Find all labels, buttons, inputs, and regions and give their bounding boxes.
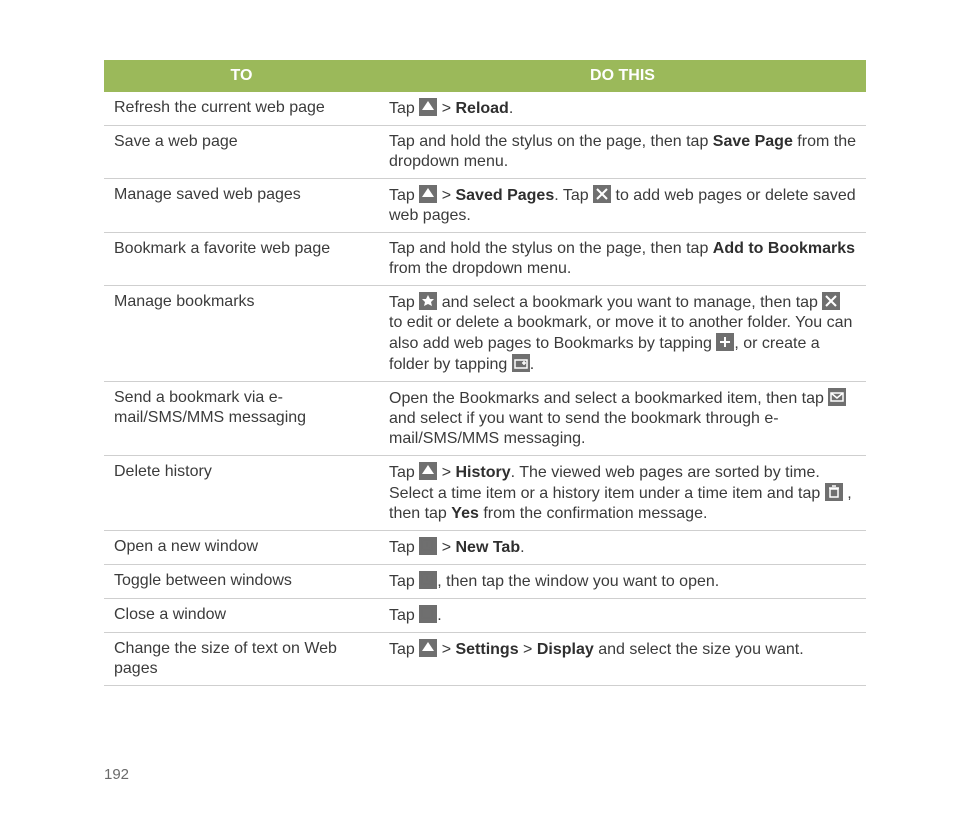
to-cell: Toggle between windows (104, 565, 379, 599)
menu-icon (419, 185, 437, 203)
options-icon (593, 185, 611, 203)
page-number: 192 (104, 766, 129, 783)
table-row: Send a bookmark via e-mail/SMS/MMS messa… (104, 382, 866, 456)
tabs-icon: 1 (419, 571, 437, 589)
manual-page: TO DO THIS Refresh the current web page … (0, 0, 954, 823)
to-cell: Manage bookmarks (104, 286, 379, 382)
to-cell: Bookmark a favorite web page (104, 233, 379, 286)
do-this-cell: Tap 1, then tap the window you want to o… (379, 565, 866, 599)
do-this-cell: Tap and select a bookmark you want to ma… (379, 286, 866, 382)
menu-icon (419, 462, 437, 480)
add-icon (716, 333, 734, 351)
col-header-to: TO (104, 60, 379, 92)
svg-text:1: 1 (425, 575, 430, 584)
menu-icon (419, 639, 437, 657)
to-cell: Close a window (104, 599, 379, 633)
table-row: Open a new window Tap 1 > New Tab. (104, 531, 866, 565)
to-cell: Manage saved web pages (104, 179, 379, 233)
table-row: Bookmark a favorite web page Tap and hol… (104, 233, 866, 286)
send-icon (828, 388, 846, 406)
table-row: Close a window Tap . (104, 599, 866, 633)
do-this-cell: Tap . (379, 599, 866, 633)
menu-icon (419, 98, 437, 116)
to-cell: Send a bookmark via e-mail/SMS/MMS messa… (104, 382, 379, 456)
to-cell: Save a web page (104, 126, 379, 179)
to-cell: Delete history (104, 456, 379, 531)
table-row: Refresh the current web page Tap > Reloa… (104, 92, 866, 126)
table-row: Save a web page Tap and hold the stylus … (104, 126, 866, 179)
do-this-cell: Tap and hold the stylus on the page, the… (379, 233, 866, 286)
options-icon (822, 292, 840, 310)
do-this-cell: Tap > Reload. (379, 92, 866, 126)
table-row: Toggle between windows Tap 1, then tap t… (104, 565, 866, 599)
to-cell: Refresh the current web page (104, 92, 379, 126)
table-row: Manage bookmarks Tap and select a bookma… (104, 286, 866, 382)
close-tab-icon (419, 605, 437, 623)
new-folder-icon (512, 354, 530, 372)
do-this-cell: Open the Bookmarks and select a bookmark… (379, 382, 866, 456)
table-row: Manage saved web pages Tap > Saved Pages… (104, 179, 866, 233)
col-header-do-this: DO THIS (379, 60, 866, 92)
tabs-icon: 1 (419, 537, 437, 555)
do-this-cell: Tap and hold the stylus on the page, the… (379, 126, 866, 179)
svg-text:1: 1 (425, 541, 430, 550)
do-this-cell: Tap > Saved Pages. Tap to add web pages … (379, 179, 866, 233)
instructions-table: TO DO THIS Refresh the current web page … (104, 60, 866, 686)
to-cell: Open a new window (104, 531, 379, 565)
do-this-cell: Tap > History. The viewed web pages are … (379, 456, 866, 531)
table-header-row: TO DO THIS (104, 60, 866, 92)
do-this-cell: Tap 1 > New Tab. (379, 531, 866, 565)
do-this-cell: Tap > Settings > Display and select the … (379, 633, 866, 686)
trash-icon (825, 483, 843, 501)
to-cell: Change the size of text on Web pages (104, 633, 379, 686)
table-row: Delete history Tap > History. The viewed… (104, 456, 866, 531)
bookmarks-icon (419, 292, 437, 310)
table-row: Change the size of text on Web pages Tap… (104, 633, 866, 686)
